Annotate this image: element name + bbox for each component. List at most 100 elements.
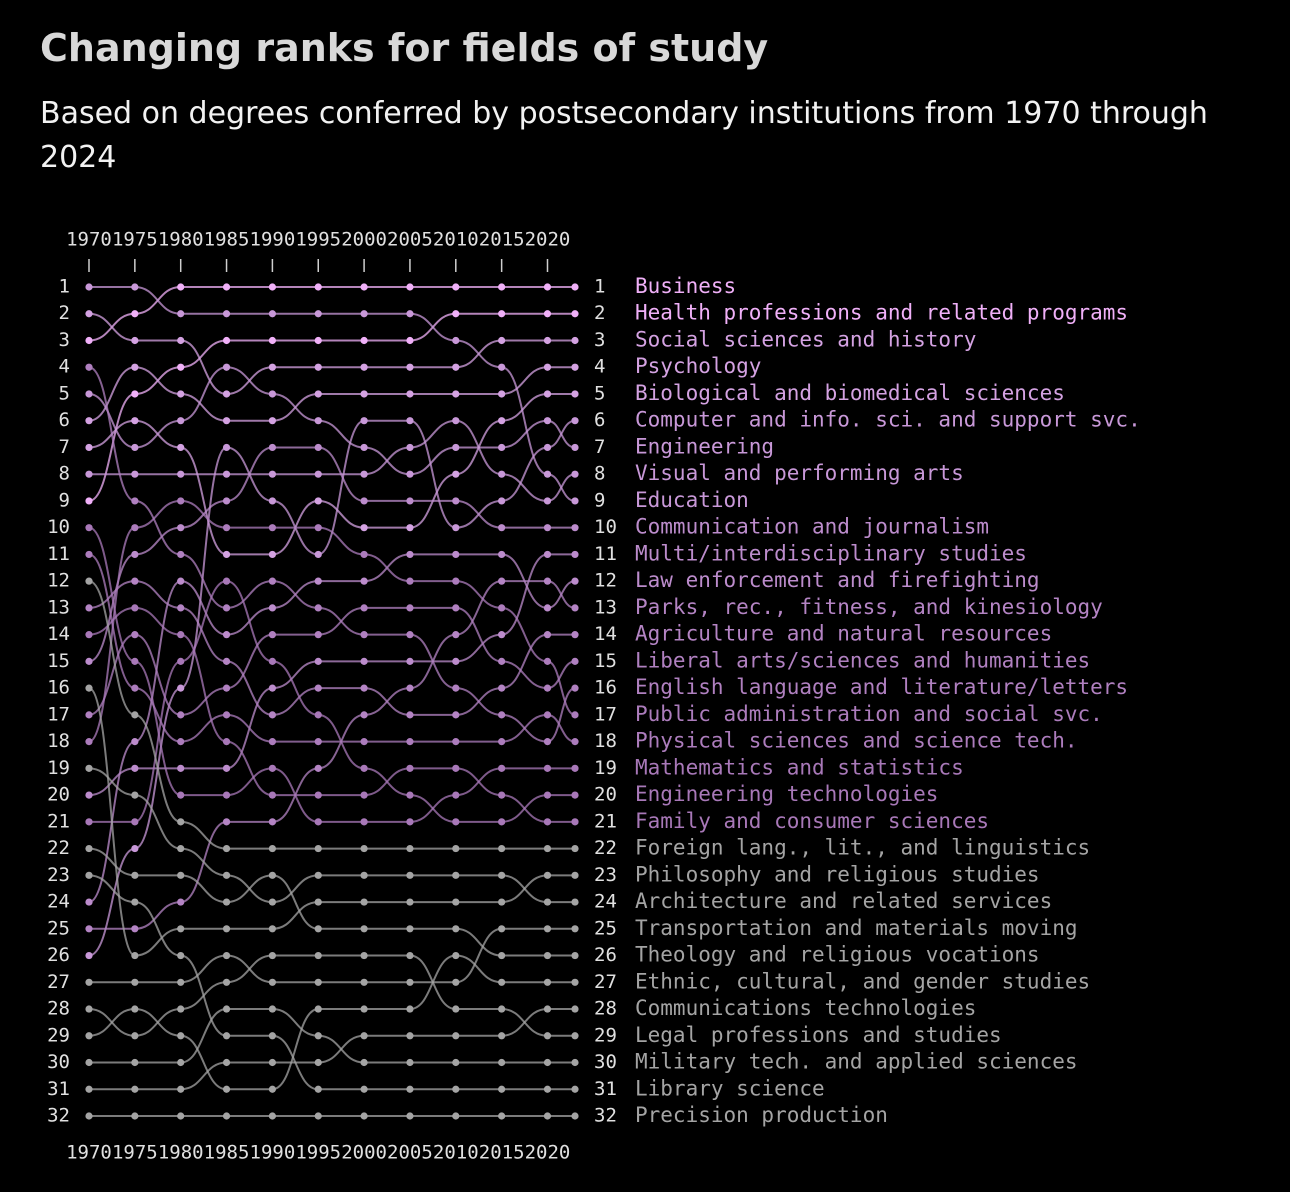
- point: [360, 978, 368, 986]
- point: [85, 604, 93, 612]
- y-tick-label: 22: [47, 837, 70, 859]
- point: [543, 604, 552, 612]
- point: [314, 443, 322, 452]
- point: [268, 310, 276, 318]
- point: [314, 550, 322, 559]
- point: [452, 631, 460, 639]
- y-tick-label: 13: [594, 596, 617, 618]
- point: [314, 711, 322, 719]
- point: [543, 497, 552, 505]
- series-label: Physical sciences and science tech.: [635, 729, 1078, 753]
- point: [543, 1058, 552, 1067]
- point: [268, 657, 276, 665]
- point: [268, 390, 276, 398]
- point: [85, 1005, 93, 1013]
- point: [222, 283, 231, 291]
- point: [543, 978, 552, 986]
- point: [571, 336, 579, 345]
- point: [177, 1058, 185, 1067]
- point: [85, 417, 93, 425]
- point: [543, 577, 552, 585]
- point: [543, 844, 552, 853]
- point: [360, 1112, 368, 1120]
- point: [314, 1085, 322, 1093]
- series-label: Legal professions and studies: [635, 1023, 1002, 1047]
- point: [571, 684, 579, 692]
- point: [314, 470, 322, 478]
- point: [85, 684, 93, 692]
- point: [543, 283, 552, 291]
- point: [406, 738, 414, 746]
- series-label: Mathematics and statistics: [635, 755, 964, 779]
- point: [571, 844, 579, 853]
- y-tick-label: 28: [594, 998, 617, 1020]
- series-label: Military tech. and applied sciences: [635, 1050, 1078, 1074]
- series-label: Engineering technologies: [635, 782, 938, 806]
- point: [222, 951, 231, 960]
- point: [177, 390, 185, 398]
- point: [452, 550, 460, 559]
- series-label: Agriculture and natural resources: [635, 622, 1052, 646]
- point: [498, 497, 506, 505]
- y-tick-label: 5: [59, 382, 70, 404]
- point: [222, 925, 231, 933]
- point: [131, 363, 139, 371]
- point: [452, 1085, 460, 1093]
- y-tick-label: 10: [47, 516, 70, 538]
- y-tick-label: 2: [59, 302, 70, 324]
- point: [543, 898, 552, 906]
- point: [571, 871, 579, 879]
- y-tick-label: 21: [47, 810, 70, 832]
- point: [85, 363, 93, 371]
- point: [498, 577, 506, 585]
- point: [571, 1085, 579, 1093]
- series-line: [89, 1008, 575, 1091]
- point: [406, 336, 414, 345]
- point: [314, 283, 322, 291]
- point: [498, 1032, 506, 1040]
- point: [543, 1085, 552, 1093]
- point: [268, 711, 276, 719]
- point: [314, 310, 322, 318]
- point: [177, 417, 185, 425]
- point: [222, 978, 231, 986]
- y-tick-label: 22: [594, 837, 617, 859]
- point: [268, 1112, 276, 1120]
- y-tick-label: 19: [594, 757, 617, 779]
- point: [406, 844, 414, 853]
- series-label: Architecture and related services: [635, 889, 1052, 913]
- y-tick-label: 10: [594, 516, 617, 538]
- point: [360, 657, 368, 665]
- point: [498, 1112, 506, 1120]
- point: [131, 871, 139, 879]
- point: [268, 978, 276, 986]
- x-tick-label: 1970: [66, 229, 112, 251]
- point: [498, 898, 506, 906]
- point: [543, 684, 552, 692]
- point: [498, 417, 506, 425]
- y-tick-label: 8: [594, 463, 605, 485]
- x-tick-label: 2010: [433, 1142, 479, 1164]
- point: [131, 604, 139, 612]
- point: [571, 390, 579, 398]
- point: [268, 951, 276, 960]
- point: [268, 738, 276, 746]
- point: [85, 764, 93, 772]
- series-line: [89, 419, 576, 502]
- point: [222, 738, 231, 746]
- point: [452, 524, 460, 532]
- point: [314, 898, 322, 906]
- point: [314, 951, 322, 960]
- point: [131, 470, 139, 478]
- point: [268, 1032, 276, 1040]
- point: [452, 1032, 460, 1040]
- point: [177, 684, 185, 692]
- series-label: Multi/interdisciplinary studies: [635, 541, 1027, 565]
- y-tick-label: 25: [594, 917, 617, 939]
- point: [268, 604, 276, 612]
- point: [177, 1005, 185, 1013]
- point: [222, 1058, 231, 1067]
- point: [314, 978, 322, 986]
- point: [131, 1085, 139, 1093]
